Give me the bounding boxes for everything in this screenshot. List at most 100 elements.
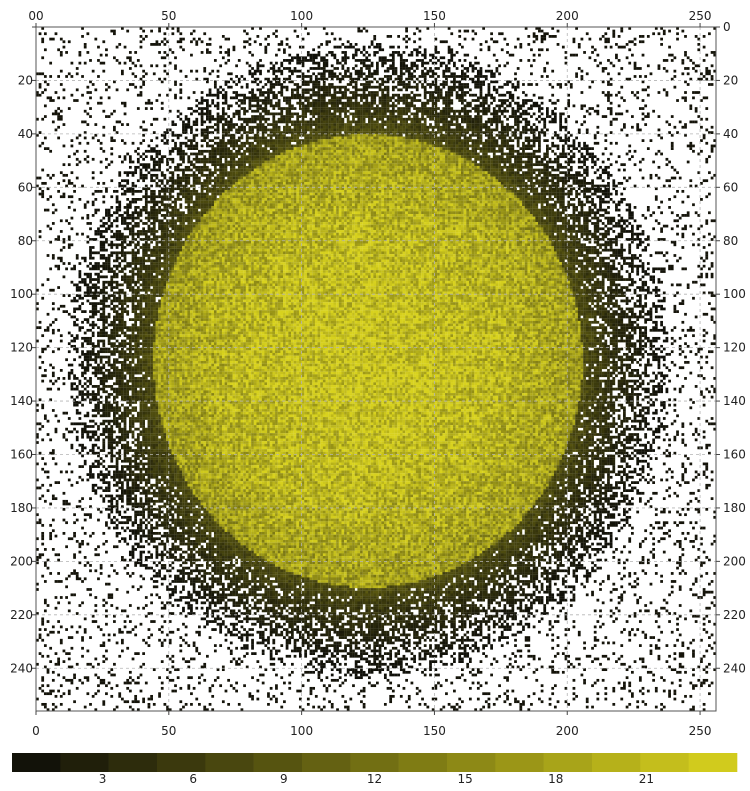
heatmap-cell — [222, 129, 225, 132]
heatmap-cell — [482, 96, 485, 99]
heatmap-cell — [41, 72, 44, 75]
heatmap-cell — [376, 147, 379, 150]
heatmap-cell — [280, 113, 283, 116]
heatmap-cell — [482, 107, 485, 110]
heatmap-cell — [352, 56, 355, 59]
heatmap-cell — [610, 107, 613, 110]
heatmap-cell — [41, 56, 44, 59]
heatmap-cell — [126, 123, 129, 126]
heatmap-cell — [458, 59, 461, 62]
heatmap-cell — [604, 46, 607, 49]
heatmap-cell — [262, 115, 265, 118]
heatmap-cell — [355, 121, 358, 124]
heatmap-cell — [328, 126, 331, 129]
heatmap-cell — [419, 129, 422, 132]
heatmap-cell — [392, 96, 395, 99]
heatmap-cell — [517, 142, 520, 145]
heatmap-cell — [349, 150, 352, 153]
heatmap-cell — [416, 107, 419, 110]
heatmap-cell — [86, 123, 89, 126]
heatmap-cell — [341, 86, 344, 89]
heatmap-cell — [575, 75, 578, 78]
heatmap-cell — [700, 139, 703, 142]
heatmap-cell — [357, 102, 360, 105]
heatmap-cell — [434, 139, 437, 142]
heatmap-cell — [411, 91, 414, 94]
heatmap-cell — [381, 102, 384, 105]
heatmap-cell — [344, 145, 347, 148]
heatmap-cell — [190, 142, 193, 145]
heatmap-cell — [424, 145, 427, 148]
heatmap-cell — [225, 121, 228, 124]
heatmap-cell — [275, 70, 278, 73]
heatmap-cell — [264, 126, 267, 129]
heatmap-cell — [352, 46, 355, 49]
heatmap-cell — [607, 96, 610, 99]
heatmap-cell — [586, 147, 589, 150]
heatmap-cell — [373, 51, 376, 54]
heatmap-cell — [429, 134, 432, 137]
heatmap-cell — [105, 54, 108, 57]
heatmap-cell — [360, 129, 363, 132]
heatmap-cell — [405, 126, 408, 129]
heatmap-cell — [336, 99, 339, 102]
heatmap-cell — [419, 80, 422, 83]
heatmap-cell — [129, 51, 132, 54]
heatmap-cell — [278, 48, 281, 51]
heatmap-cell — [156, 145, 159, 148]
heatmap-cell — [288, 129, 291, 132]
heatmap-cell — [341, 126, 344, 129]
heatmap-cell — [400, 83, 403, 86]
heatmap-cell — [264, 46, 267, 49]
heatmap-cell — [684, 99, 687, 102]
heatmap-cell — [315, 142, 318, 145]
heatmap-cell — [480, 142, 483, 145]
heatmap-cell — [517, 145, 520, 148]
heatmap-cell — [357, 145, 360, 148]
heatmap-cell — [39, 94, 42, 97]
heatmap-cell — [312, 147, 315, 150]
heatmap-cell — [190, 129, 193, 132]
heatmap-cell — [562, 113, 565, 116]
heatmap-cell — [506, 83, 509, 86]
heatmap-cell — [405, 123, 408, 126]
heatmap-cell — [533, 102, 536, 105]
heatmap-cell — [456, 80, 459, 83]
heatmap-cell — [209, 121, 212, 124]
heatmap-cell — [549, 35, 552, 38]
heatmap-cell — [458, 145, 461, 148]
heatmap-cell — [403, 107, 406, 110]
heatmap-cell — [389, 64, 392, 67]
heatmap-cell — [97, 46, 100, 49]
heatmap-cell — [76, 99, 79, 102]
heatmap-cell — [578, 67, 581, 70]
heatmap-cell — [225, 94, 228, 97]
heatmap-cell — [381, 64, 384, 67]
heatmap-cell — [275, 147, 278, 150]
heatmap-cell — [341, 147, 344, 150]
heatmap-cell — [684, 51, 687, 54]
heatmap-cell — [312, 88, 315, 91]
heatmap-cell — [310, 142, 313, 145]
heatmap-cell — [190, 107, 193, 110]
heatmap-cell — [400, 99, 403, 102]
heatmap-cell — [458, 110, 461, 113]
heatmap-cell — [365, 64, 368, 67]
heatmap-cell — [456, 91, 459, 94]
heatmap-cell — [405, 145, 408, 148]
heatmap-cell — [615, 142, 618, 145]
heatmap-cell — [434, 56, 437, 59]
heatmap-cell — [288, 121, 291, 124]
heatmap-cell — [490, 147, 493, 150]
heatmap-cell — [365, 88, 368, 91]
heatmap-cell — [607, 83, 610, 86]
heatmap-cell — [419, 107, 422, 110]
heatmap-cell — [320, 104, 323, 107]
heatmap-cell — [355, 147, 358, 150]
heatmap-cell — [416, 110, 419, 113]
heatmap-cell — [434, 126, 437, 129]
heatmap-cell — [538, 48, 541, 51]
heatmap-cell — [477, 70, 480, 73]
heatmap-cell — [379, 107, 382, 110]
heatmap-cell — [522, 113, 525, 116]
